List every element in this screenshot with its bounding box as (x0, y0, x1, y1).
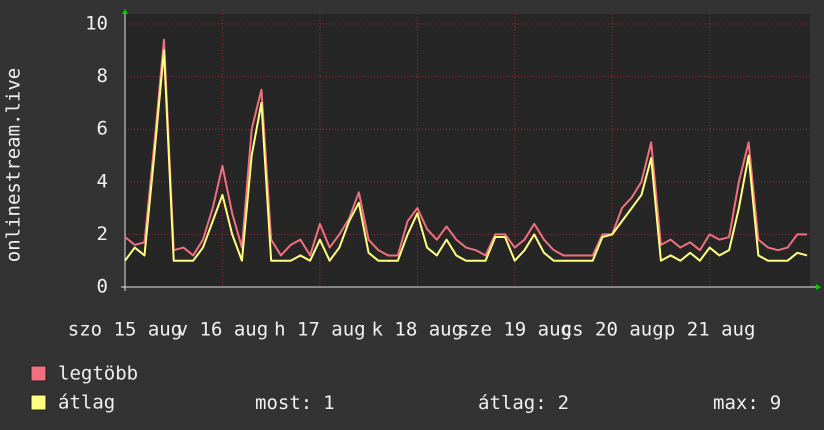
y-tick-label: 2 (97, 223, 108, 245)
x-tick-label: k 18 aug (372, 319, 464, 341)
x-tick-label: v 16 aug (177, 319, 269, 341)
stat-label: max: (713, 392, 759, 414)
x-tick-label: p 21 aug (664, 319, 756, 341)
x-tick-label: cs 20 aug (561, 319, 664, 341)
legend-label: legtöbb (58, 363, 138, 385)
stat-value: 1 (323, 392, 334, 414)
y-tick-label: 8 (97, 65, 108, 87)
y-tick-label: 10 (85, 13, 108, 35)
stat-value: 9 (770, 392, 781, 414)
stat-label: átlag: (478, 392, 547, 414)
plot-area (125, 14, 810, 287)
y-axis-label: onlinestream.live (3, 68, 25, 262)
stat-label: most: (255, 392, 312, 414)
stat: átlag: 2 (478, 392, 569, 414)
legend-swatch (30, 365, 47, 382)
axis-arrow (816, 284, 821, 290)
y-tick-label: 6 (97, 118, 108, 140)
legend-label: átlag (58, 392, 115, 414)
series-line (124, 49, 808, 262)
stat-value: 2 (558, 392, 569, 414)
axis-arrow (122, 9, 128, 14)
legend-swatch (30, 394, 47, 411)
series-line (124, 38, 808, 257)
x-tick-label: sze 19 aug (458, 319, 572, 341)
stat: most: 1 (255, 392, 335, 414)
x-tick-label: h 17 aug (274, 319, 366, 341)
x-tick-label: szo 15 aug (68, 319, 182, 341)
y-tick-label: 0 (97, 276, 108, 298)
y-tick-label: 4 (97, 170, 108, 192)
stat: max: 9 (713, 392, 781, 414)
